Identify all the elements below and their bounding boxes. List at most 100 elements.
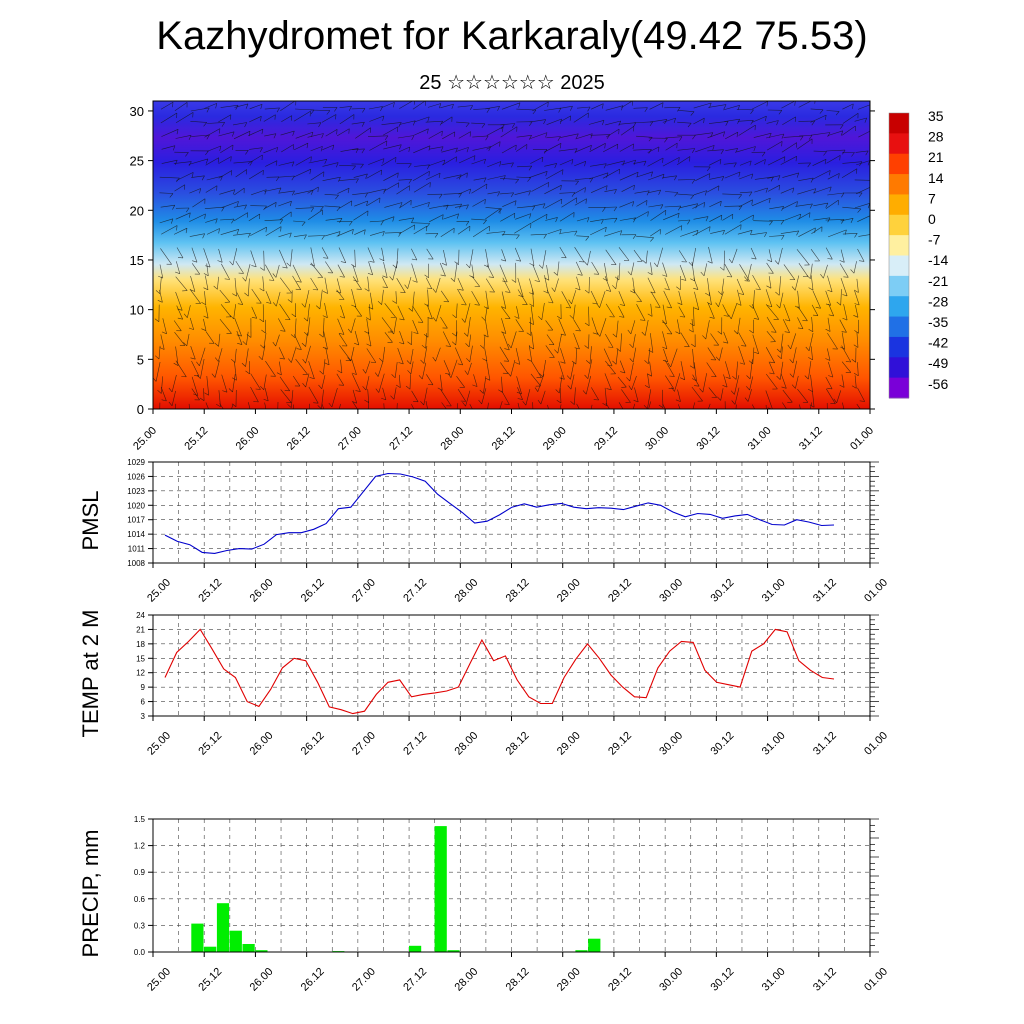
wind-barb-flag xyxy=(247,233,251,238)
wind-barb-flag xyxy=(584,345,589,349)
wind-barb xyxy=(411,248,418,261)
wind-barb xyxy=(366,169,382,179)
wind-barb xyxy=(221,201,239,208)
wind-barb-flag xyxy=(722,385,728,388)
wind-barb-flag xyxy=(807,388,813,392)
wind-barb-flag xyxy=(689,365,695,369)
wind-barb-flag xyxy=(336,129,338,135)
wind-barb xyxy=(559,375,563,394)
wind-barb xyxy=(340,359,343,374)
wind-barb xyxy=(790,333,797,350)
wind-barb-flag xyxy=(323,257,329,259)
y-tick-label: 6 xyxy=(141,698,146,707)
wind-barb-flag xyxy=(619,304,625,306)
wind-barb xyxy=(678,291,683,305)
wind-barb xyxy=(529,278,535,295)
wind-barb xyxy=(792,347,797,364)
wind-barb-flag xyxy=(324,362,330,366)
wind-barb xyxy=(827,332,838,350)
wind-barb xyxy=(827,348,831,361)
wind-barb xyxy=(709,200,722,208)
wind-barb xyxy=(413,182,431,193)
wind-barb xyxy=(501,162,514,165)
wind-barb xyxy=(576,235,589,237)
wind-barb-flag xyxy=(691,179,696,184)
wind-barb-flag xyxy=(413,401,419,403)
wind-barb xyxy=(855,304,859,318)
wind-barb xyxy=(204,291,207,305)
wind-barb-flag xyxy=(679,136,683,142)
wind-barb xyxy=(530,373,541,387)
wind-barb xyxy=(724,131,738,140)
wind-barb-flag xyxy=(514,316,520,319)
wind-barb xyxy=(648,347,651,364)
wind-barb xyxy=(531,331,534,350)
wind-barb-flag xyxy=(168,387,173,393)
wind-barb-flag xyxy=(333,417,336,421)
wind-barb xyxy=(353,210,369,221)
wind-barb-flag xyxy=(738,205,743,211)
wind-barb xyxy=(840,289,842,306)
wind-barb xyxy=(367,188,386,194)
wind-barb xyxy=(486,126,504,136)
wind-barb xyxy=(812,186,832,194)
wind-barb xyxy=(705,320,710,340)
wind-barb xyxy=(203,318,207,331)
wind-barb xyxy=(502,277,511,293)
wind-barb-flag xyxy=(366,200,368,206)
wind-barb xyxy=(825,388,836,404)
wind-barb xyxy=(694,132,713,136)
wind-barb xyxy=(737,289,742,306)
wind-barb-flag xyxy=(505,291,511,293)
wind-barb-flag xyxy=(629,343,634,348)
wind-barb-flag xyxy=(451,341,456,346)
wind-barb-flag xyxy=(660,204,664,210)
chart-title: Kazhydromet for Karkaraly(49.42 75.53) xyxy=(156,14,868,58)
wind-barb xyxy=(739,214,754,223)
wind-barb xyxy=(662,331,668,349)
wind-barb-flag xyxy=(853,344,859,348)
wind-barb-flag xyxy=(750,109,754,114)
wind-barb xyxy=(308,159,327,164)
wind-barb xyxy=(621,159,636,165)
wind-barb xyxy=(618,122,636,125)
wind-barb xyxy=(843,304,848,321)
wind-barb xyxy=(411,390,419,402)
wind-barb xyxy=(590,134,610,136)
wind-barb-flag xyxy=(749,305,754,309)
wind-barb xyxy=(191,360,200,377)
wind-barb xyxy=(737,120,754,122)
wind-barb-flag xyxy=(556,315,562,320)
wind-barb xyxy=(486,231,506,234)
wind-barb-flag xyxy=(805,346,810,351)
wind-barb-flag xyxy=(485,135,489,141)
wind-barb xyxy=(532,264,540,282)
wind-barb xyxy=(175,112,194,124)
y-tick-label: 1023 xyxy=(127,487,145,496)
wind-barb xyxy=(856,160,870,166)
wind-barb-flag xyxy=(168,401,173,406)
wind-barb xyxy=(455,347,463,366)
wind-barb xyxy=(263,114,276,122)
wind-barb-flag xyxy=(275,176,280,182)
wind-barb-flag xyxy=(722,230,725,236)
wind-barb xyxy=(501,102,521,110)
wind-barb-flag xyxy=(676,107,681,112)
wind-barb xyxy=(336,278,342,294)
wind-barb-flag xyxy=(765,187,768,193)
wind-barb-flag xyxy=(644,360,649,365)
wind-barb-flag xyxy=(365,173,368,179)
wind-barb-flag xyxy=(413,332,419,334)
wind-barb-flag xyxy=(272,302,277,307)
wind-barb-flag xyxy=(867,160,870,166)
wind-barb-flag xyxy=(744,276,748,281)
wind-barb-flag xyxy=(626,417,629,421)
wind-barb xyxy=(718,291,724,307)
wind-barb xyxy=(471,290,480,306)
wind-barb-flag xyxy=(246,212,248,218)
x-tick-label: 28.00 xyxy=(452,966,480,994)
wind-barb xyxy=(588,334,590,349)
wind-barb-flag xyxy=(364,331,370,334)
wind-barb xyxy=(588,276,590,294)
